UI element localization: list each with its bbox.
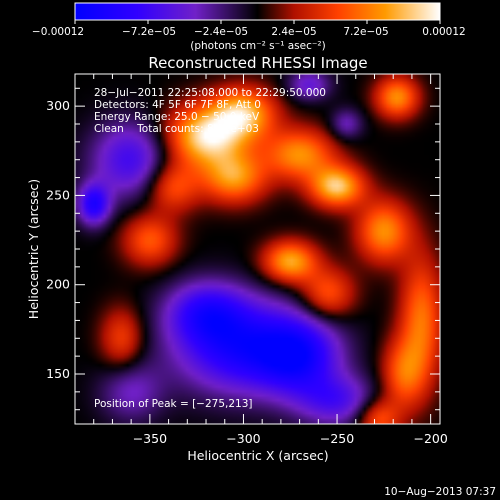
colorbar-tick-label: 2.4e−05 xyxy=(271,26,316,38)
annotation-energy-range: Energy Range: 25.0 − 50.0 keV xyxy=(94,111,260,123)
x-tick-label: −200 xyxy=(413,431,447,446)
colorbar-units-label: (photons cm⁻² s⁻¹ asec⁻²) xyxy=(190,40,325,52)
colorbar-tick-label: −0.00012 xyxy=(32,26,84,38)
x-tick-label: −350 xyxy=(133,431,167,446)
y-tick-label: 300 xyxy=(46,98,70,113)
x-tick-label: −250 xyxy=(320,431,354,446)
y-tick-label: 200 xyxy=(46,277,70,292)
y-tick-labels: 150 200 250 300 xyxy=(46,98,70,381)
colorbar-tick-labels: −0.00012 −7.2e−05 −2.4e−05 2.4e−05 7.2e−… xyxy=(32,26,466,38)
footer-timestamp: 10−Aug−2013 07:37 xyxy=(384,486,496,498)
annotation-detectors: Detectors: 4F 5F 6F 7F 8F, Att 0 xyxy=(94,99,261,111)
colorbar-tick-label: −7.2e−05 xyxy=(122,26,176,38)
annotation-time-range: 28−Jul−2011 22:25:08.000 to 22:29:50.000 xyxy=(94,87,326,99)
x-axis-label: Heliocentric X (arcsec) xyxy=(187,448,328,463)
colorbar-tick-label: 7.2e−05 xyxy=(343,26,388,38)
annotation-counts: Clean Total counts: 8.63e+03 xyxy=(94,123,259,135)
y-tick-label: 250 xyxy=(46,187,70,202)
y-tick-label: 150 xyxy=(46,366,70,381)
chart-title: Reconstructed RHESSI Image xyxy=(148,54,367,72)
x-tick-label: −300 xyxy=(226,431,260,446)
colorbar xyxy=(74,2,441,21)
heatmap-image xyxy=(75,74,440,424)
colorbar-tick-label: −2.4e−05 xyxy=(194,26,248,38)
colorbar-tick-label: 0.00012 xyxy=(422,26,465,38)
peak-position-label: Position of Peak = [−275,213] xyxy=(94,398,253,410)
axis-ticks xyxy=(74,74,440,424)
annotation-block: 28−Jul−2011 22:25:08.000 to 22:29:50.000… xyxy=(94,87,326,135)
y-axis-label: Heliocentric Y (arcsec) xyxy=(26,179,41,319)
x-tick-labels: −350 −300 −250 −200 xyxy=(133,431,448,446)
colorbar-ticks xyxy=(74,20,441,24)
